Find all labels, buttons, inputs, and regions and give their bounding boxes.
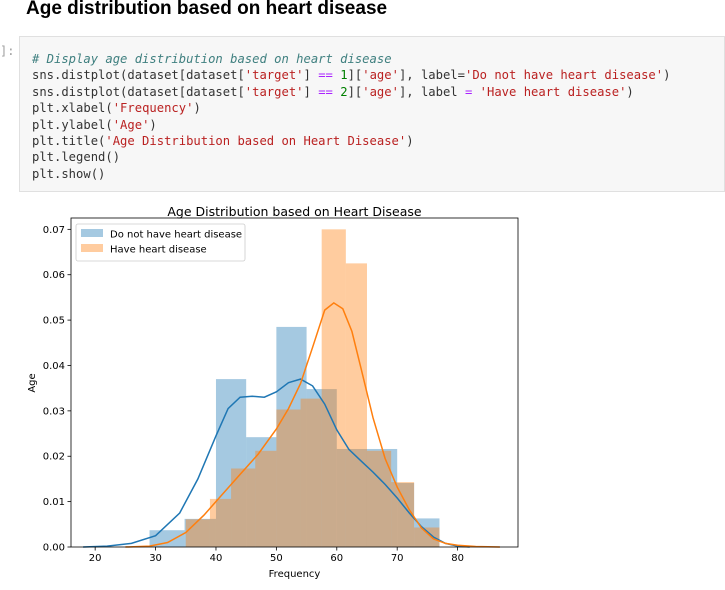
bar-s1-0 <box>185 519 210 547</box>
bar-s0-2 <box>215 379 247 547</box>
bar-s1-3 <box>255 450 277 547</box>
legend-swatch-1 <box>81 244 103 252</box>
y-tick-label-5: 0.05 <box>43 316 65 327</box>
bar-s0-7 <box>366 448 398 547</box>
bar-s0-0 <box>149 530 185 547</box>
bar-s0-4 <box>276 326 307 547</box>
code-line-8: plt.show() <box>32 166 106 181</box>
bar-s1-1 <box>209 498 232 547</box>
y-tick-label-7: 0.07 <box>43 225 65 236</box>
bar-s0-5 <box>306 389 337 547</box>
x-tick-label-1: 30 <box>149 553 162 564</box>
x-tick-label-6: 80 <box>451 553 464 564</box>
chart-legend: Do not have heart disease Have heart dis… <box>75 223 246 262</box>
code-line-3: sns.distplot(dataset[dataset['target'] =… <box>32 84 634 99</box>
y-axis-label: Age <box>27 373 38 392</box>
bar-s1-5 <box>300 398 322 547</box>
bar-s1-2 <box>231 468 256 547</box>
plot-frame <box>70 217 519 548</box>
y-tick-label-6: 0.06 <box>43 270 65 281</box>
x-tick-label-0: 20 <box>89 553 102 564</box>
section-heading: Age distribution based on heart disease <box>26 0 388 19</box>
code-comment: # Display age distribution based on hear… <box>32 52 392 66</box>
y-axis-ticks: 0.00 0.01 0.02 0.03 0.04 0.05 0.06 0.07 <box>43 225 71 554</box>
chart-title: Age Distribution based on Heart Disease <box>167 204 422 219</box>
cell-prompt: ]: <box>0 44 15 58</box>
bar-s1-7 <box>345 263 367 547</box>
bars-series-1 <box>185 229 440 547</box>
code-line-2: sns.distplot(dataset[dataset['target'] =… <box>32 68 671 83</box>
bar-s0-1 <box>184 518 216 547</box>
histogram-chart: Age Distribution based on Heart Disease … <box>27 204 519 580</box>
legend-label-0: Do not have heart disease <box>110 230 242 241</box>
x-axis-label: Frequency <box>269 569 321 580</box>
y-tick-label-1: 0.01 <box>43 497 65 508</box>
bar-s0-8 <box>397 483 415 547</box>
y-tick-label-2: 0.02 <box>43 452 65 463</box>
code-line-6: plt.title('Age Distribution based on Hea… <box>32 134 414 149</box>
x-axis-ticks: 20 30 40 50 60 70 80 <box>89 547 464 564</box>
y-tick-label-4: 0.04 <box>43 361 65 372</box>
code-line-7: plt.legend() <box>32 150 121 165</box>
code-cell[interactable]: # Display age distribution based on hear… <box>19 36 725 192</box>
bar-s1-10 <box>414 527 440 547</box>
bar-s1-8 <box>366 450 392 547</box>
x-tick-label-2: 40 <box>210 553 223 564</box>
legend-box <box>75 223 246 262</box>
x-tick-label-3: 50 <box>270 553 283 564</box>
bar-s0-6 <box>336 448 367 547</box>
legend-label-1: Have heart disease <box>110 245 207 256</box>
bar-s0-3 <box>246 437 277 547</box>
bars-series-0 <box>149 326 440 547</box>
y-tick-label-0: 0.00 <box>43 543 65 554</box>
bar-s1-6 <box>321 229 346 547</box>
legend-swatch-0 <box>81 229 103 237</box>
x-tick-label-4: 60 <box>330 553 343 564</box>
code-editor[interactable]: # Display age distribution based on hear… <box>32 51 670 182</box>
code-line-5: plt.ylabel('Age') <box>32 117 157 132</box>
code-line-4: plt.xlabel('Frequency') <box>32 101 201 116</box>
x-tick-label-5: 70 <box>391 553 404 564</box>
kde-line-1 <box>125 301 500 548</box>
bar-s1-4 <box>276 409 301 547</box>
y-tick-label-3: 0.03 <box>43 406 65 417</box>
